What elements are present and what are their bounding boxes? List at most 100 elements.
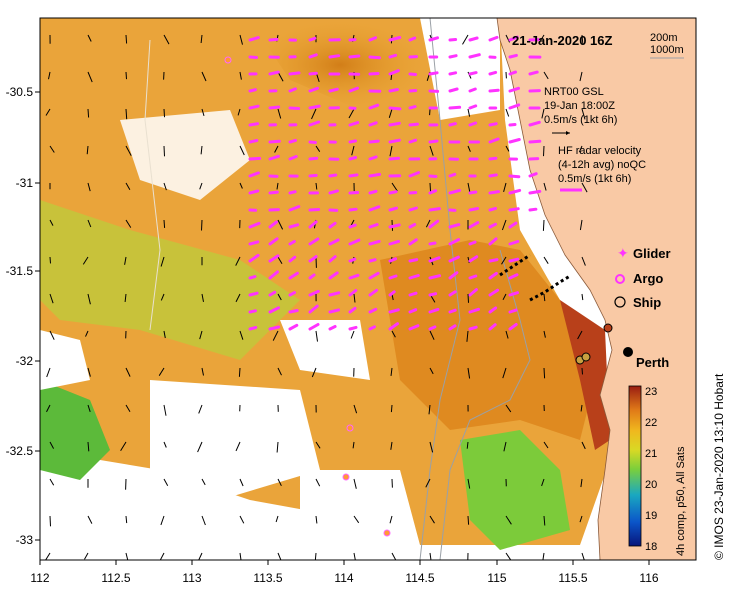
hf-vector <box>248 55 258 59</box>
ship-marker[interactable] <box>603 323 613 333</box>
hf-vector <box>308 304 319 314</box>
hf-vector <box>248 139 259 144</box>
current-vector <box>501 256 507 265</box>
hf-vector <box>368 223 379 229</box>
current-vector <box>49 515 51 527</box>
current-vector <box>348 108 355 119</box>
hf-vector <box>448 255 460 263</box>
hf-vector <box>248 240 260 246</box>
current-vector <box>87 404 91 413</box>
hf-vector <box>268 139 281 144</box>
hf-avg: (4-12h avg) noQC <box>558 159 646 171</box>
argo-legend-label: Argo <box>633 271 663 286</box>
current-vector <box>391 182 398 192</box>
hf-vector <box>508 138 521 144</box>
hf-vector <box>308 53 318 59</box>
current-vector <box>505 108 510 117</box>
cloud-patch <box>280 320 370 380</box>
ship-marker[interactable] <box>581 352 591 362</box>
current-vector <box>425 219 431 228</box>
hf-vector <box>268 154 280 161</box>
hf-vector <box>488 122 498 127</box>
hf-vector <box>468 240 477 246</box>
current-vector <box>87 108 90 118</box>
current-vector <box>543 367 546 379</box>
current-vector <box>352 441 355 449</box>
hf-vector <box>348 207 358 212</box>
current-vector <box>581 34 584 44</box>
current-vector <box>505 515 512 525</box>
current-vector <box>87 515 93 524</box>
plot-frame <box>39 17 697 561</box>
hf-vector <box>328 238 340 246</box>
hf-vector <box>308 323 320 331</box>
hf-vector <box>368 139 380 144</box>
current-vector <box>46 367 51 378</box>
hf-vector <box>308 120 321 127</box>
current-vector <box>505 330 509 339</box>
current-vector <box>277 71 284 82</box>
current-vector <box>48 71 51 80</box>
current-vector <box>353 293 356 303</box>
hf-vector <box>368 72 380 76</box>
hf-vector <box>288 155 298 161</box>
hf-vector <box>508 221 518 229</box>
current-vector <box>353 478 357 489</box>
current-vector <box>543 71 549 80</box>
current-vector <box>85 330 89 337</box>
hf-vector <box>528 139 542 144</box>
argo-float-marker[interactable] <box>346 424 354 432</box>
current-vector <box>237 108 241 116</box>
sst-field-coastal-hot <box>560 300 610 450</box>
nrt-title: NRT00 GSL <box>544 86 604 98</box>
hf-vector <box>488 70 498 76</box>
current-vector <box>124 293 127 302</box>
y-tick-label: -30.5 <box>6 85 34 99</box>
current-vector <box>125 34 128 44</box>
isobath-1000m <box>419 18 461 560</box>
hf-vector <box>308 71 318 76</box>
hf-vector <box>488 258 499 263</box>
argo-float-marker[interactable] <box>342 473 350 481</box>
current-vector <box>87 367 91 377</box>
date-label: 21-Jan-2020 16Z <box>512 33 613 48</box>
sst-field-warm <box>380 240 600 440</box>
hf-vector <box>408 36 417 42</box>
hf-vector <box>428 219 440 229</box>
hf-vector <box>468 104 478 110</box>
hf-vector <box>408 308 418 314</box>
current-vector <box>277 108 282 119</box>
current-vector <box>311 108 317 120</box>
current-vector <box>49 330 55 340</box>
hf-vector <box>248 221 261 229</box>
hf-vector <box>508 103 521 110</box>
argo-float-marker[interactable] <box>383 529 391 537</box>
colorbar-tick: 22 <box>645 417 657 429</box>
colorbar-tick: 21 <box>645 448 657 460</box>
current-vector <box>543 515 546 526</box>
hf-vector <box>288 71 301 76</box>
current-vector <box>580 404 583 412</box>
hf-vector <box>368 271 380 280</box>
hf-vector <box>308 255 318 263</box>
sst-field-cool-west <box>40 380 110 480</box>
glider-track <box>529 274 571 302</box>
hf-vector <box>408 171 420 178</box>
hf-vector <box>308 220 318 229</box>
current-vector <box>87 293 91 305</box>
current-vector <box>543 330 546 338</box>
current-vector <box>239 145 245 156</box>
argo-float-marker[interactable] <box>224 56 232 64</box>
colorbar-tick: 23 <box>645 386 657 398</box>
current-vector <box>350 330 355 339</box>
hf-vector <box>248 291 259 297</box>
current-vector <box>391 552 397 560</box>
current-vector <box>315 478 321 487</box>
hf-vector <box>428 274 441 280</box>
current-vector <box>581 256 586 266</box>
hf-vector <box>368 258 377 263</box>
current-vector <box>239 515 245 524</box>
current-vector <box>87 182 91 192</box>
hf-vector <box>468 255 479 263</box>
current-vector <box>86 145 89 155</box>
